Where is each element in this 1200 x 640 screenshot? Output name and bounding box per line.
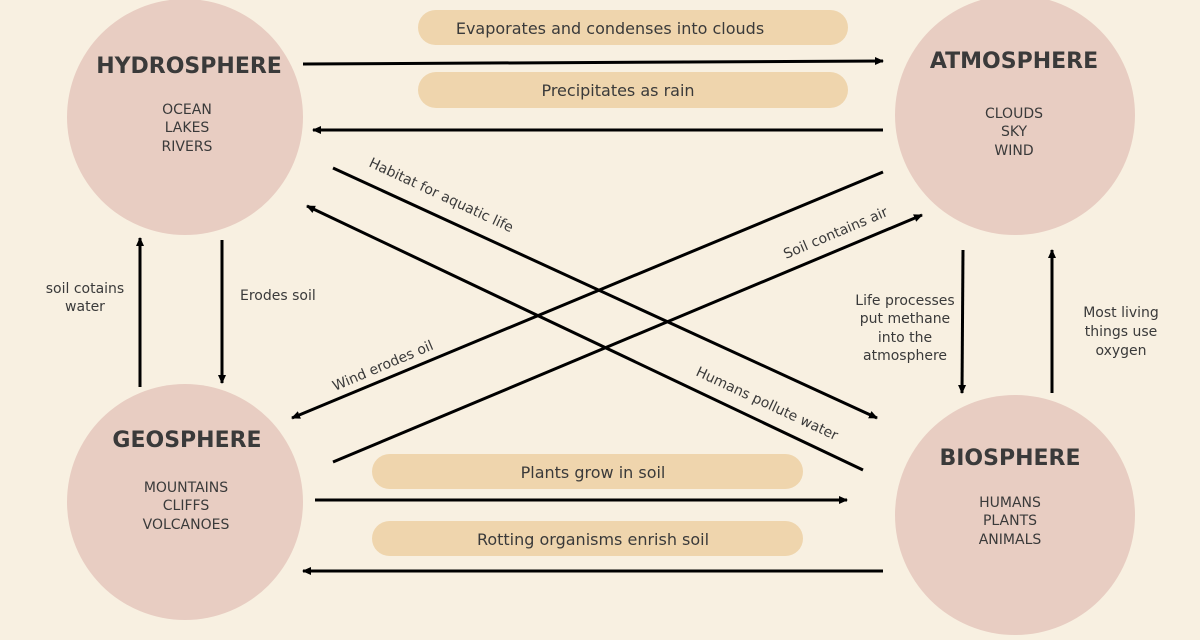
- atmosphere-item: CLOUDS: [985, 106, 1043, 122]
- geosphere-title: GEOSPHERE: [112, 428, 261, 453]
- hydrosphere-item: RIVERS: [162, 139, 213, 155]
- atmosphere-node: ATMOSPHERE CLOUDS SKY WIND: [895, 0, 1135, 235]
- label-line: into the: [878, 330, 932, 346]
- label-line: Most living: [1083, 305, 1159, 321]
- arrow-geo-to-atmo: [332, 213, 923, 464]
- biosphere-item: HUMANS: [979, 495, 1041, 511]
- biosphere-item: ANIMALS: [979, 532, 1042, 548]
- pill-label: Rotting organisms enrish soil: [477, 530, 709, 549]
- arrow-bio-life-to-atmo: [958, 249, 967, 394]
- hydrosphere-circle: [67, 0, 303, 235]
- pill-precipitates: Precipitates as rain: [418, 72, 848, 108]
- label-habitat: Habitat for aquatic life: [366, 155, 515, 236]
- pill-evaporates: Evaporates and condenses into clouds: [418, 10, 848, 45]
- pill-label: Plants grow in soil: [521, 463, 666, 482]
- label-line: things use: [1085, 324, 1158, 340]
- label-line: atmosphere: [863, 348, 947, 364]
- pill-rotting: Rotting organisms enrish soil: [372, 521, 803, 556]
- geosphere-circle: [67, 384, 303, 620]
- geosphere-item: VOLCANOES: [143, 517, 230, 533]
- biosphere-item: PLANTS: [983, 513, 1037, 529]
- atmosphere-item: SKY: [1001, 124, 1028, 140]
- arrow-hydro-to-bio: [332, 166, 878, 420]
- biosphere-title: BIOSPHERE: [939, 446, 1080, 471]
- atmosphere-title: ATMOSPHERE: [930, 49, 1098, 74]
- label-life-processes: Life processes put methane into the atmo…: [855, 293, 954, 364]
- label-humans-pollute: Humans pollute water: [693, 364, 840, 444]
- arrow-atmo-to-geo: [291, 170, 884, 420]
- label-most-living: Most living things use oxygen: [1083, 305, 1159, 359]
- arrow-hydro-to-atmo: [302, 57, 884, 66]
- arrow-bio-to-hydro: [306, 204, 864, 472]
- geosphere-node: GEOSPHERE MOUNTAINS CLIFFS VOLCANOES: [67, 384, 303, 620]
- hydrosphere-item: OCEAN: [162, 102, 212, 118]
- label-line: put methane: [860, 311, 950, 327]
- pill-plants-grow: Plants grow in soil: [372, 454, 803, 489]
- label-line: water: [65, 299, 105, 315]
- biosphere-node: BIOSPHERE HUMANS PLANTS ANIMALS: [895, 395, 1135, 635]
- geosphere-item: MOUNTAINS: [144, 480, 228, 496]
- pill-label: Evaporates and condenses into clouds: [456, 19, 764, 38]
- atmosphere-item: WIND: [994, 143, 1033, 159]
- atmosphere-circle: [895, 0, 1135, 235]
- hydrosphere-node: HYDROSPHERE OCEAN LAKES RIVERS: [67, 0, 303, 235]
- hydrosphere-item: LAKES: [165, 120, 210, 136]
- label-erodes-soil: Erodes soil: [240, 288, 316, 304]
- label-soil-water: soil cotains water: [46, 281, 124, 315]
- pill-label: Precipitates as rain: [541, 81, 694, 100]
- label-line: oxygen: [1095, 343, 1146, 359]
- label-line: Life processes: [855, 293, 954, 309]
- geosphere-item: CLIFFS: [163, 498, 210, 514]
- hydrosphere-title: HYDROSPHERE: [96, 54, 282, 79]
- label-line: soil cotains: [46, 281, 124, 297]
- biosphere-circle: [895, 395, 1135, 635]
